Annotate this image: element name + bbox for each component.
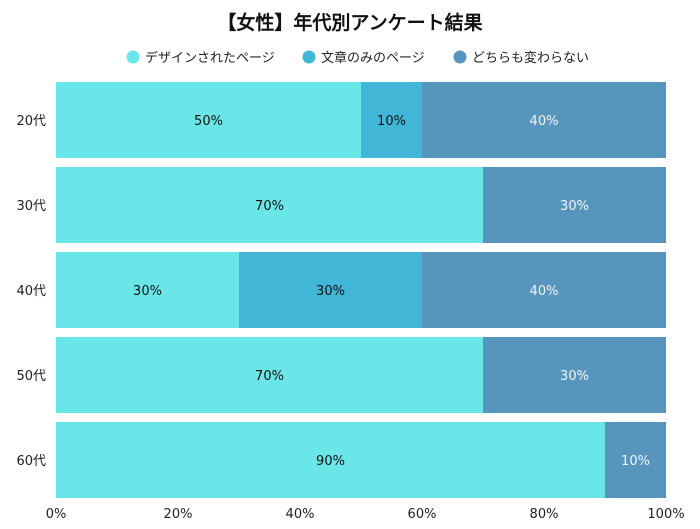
bar-segment[interactable] <box>422 82 666 158</box>
bar-segment[interactable] <box>483 167 666 243</box>
legend-marker <box>126 50 140 64</box>
y-axis-labels: 20代 30代 40代 50代 60代 <box>16 114 46 469</box>
y-tick-label: 50代 <box>16 369 46 384</box>
bar-segment[interactable] <box>56 422 605 498</box>
y-tick-label: 30代 <box>16 199 46 214</box>
x-tick-label: 20% <box>164 507 193 522</box>
data-label: 40% <box>530 284 559 299</box>
data-label: 10% <box>377 114 406 129</box>
bar-segment[interactable] <box>56 167 483 243</box>
bar-segment[interactable] <box>56 337 483 413</box>
y-tick-label: 60代 <box>16 454 46 469</box>
data-label: 30% <box>133 284 162 299</box>
chart-title: 【女性】年代別アンケート結果 <box>217 11 482 34</box>
legend-label[interactable]: どちらも変わらない <box>472 50 589 66</box>
bars: 50% 10% 40% 70% 30% 30% 30% 40% 70% 30% 90% 10% <box>56 82 666 498</box>
bar-segment[interactable] <box>605 422 666 498</box>
data-label: 10% <box>621 454 650 469</box>
x-tick-label: 100% <box>647 507 684 522</box>
data-label: 30% <box>316 284 345 299</box>
bar-segment[interactable] <box>483 337 666 413</box>
data-label: 30% <box>560 369 589 384</box>
y-tick-label: 40代 <box>16 284 46 299</box>
bar-segment[interactable] <box>422 252 666 328</box>
legend-label[interactable]: 文章のみのページ <box>321 50 425 66</box>
legend-marker <box>302 50 316 64</box>
bar-segment[interactable] <box>361 82 422 158</box>
x-tick-label: 60% <box>408 507 437 522</box>
x-axis-ticks: 0% 20% 40% 60% 80% 100% <box>46 507 685 522</box>
legend-marker <box>453 50 467 64</box>
x-tick-label: 0% <box>46 507 67 522</box>
x-tick-label: 40% <box>286 507 315 522</box>
x-tick-label: 80% <box>530 507 559 522</box>
data-label: 50% <box>194 114 223 129</box>
bar-segment[interactable] <box>56 82 361 158</box>
bar-segment[interactable] <box>239 252 422 328</box>
data-label: 30% <box>560 199 589 214</box>
bar-segment[interactable] <box>56 252 239 328</box>
legend: デザインされたページ 文章のみのページ どちらも変わらない <box>126 50 589 66</box>
legend-label[interactable]: デザインされたページ <box>145 50 275 66</box>
data-label: 70% <box>255 369 284 384</box>
y-tick-label: 20代 <box>16 114 46 129</box>
data-label: 40% <box>530 114 559 129</box>
data-label: 90% <box>316 454 345 469</box>
data-label: 70% <box>255 199 284 214</box>
